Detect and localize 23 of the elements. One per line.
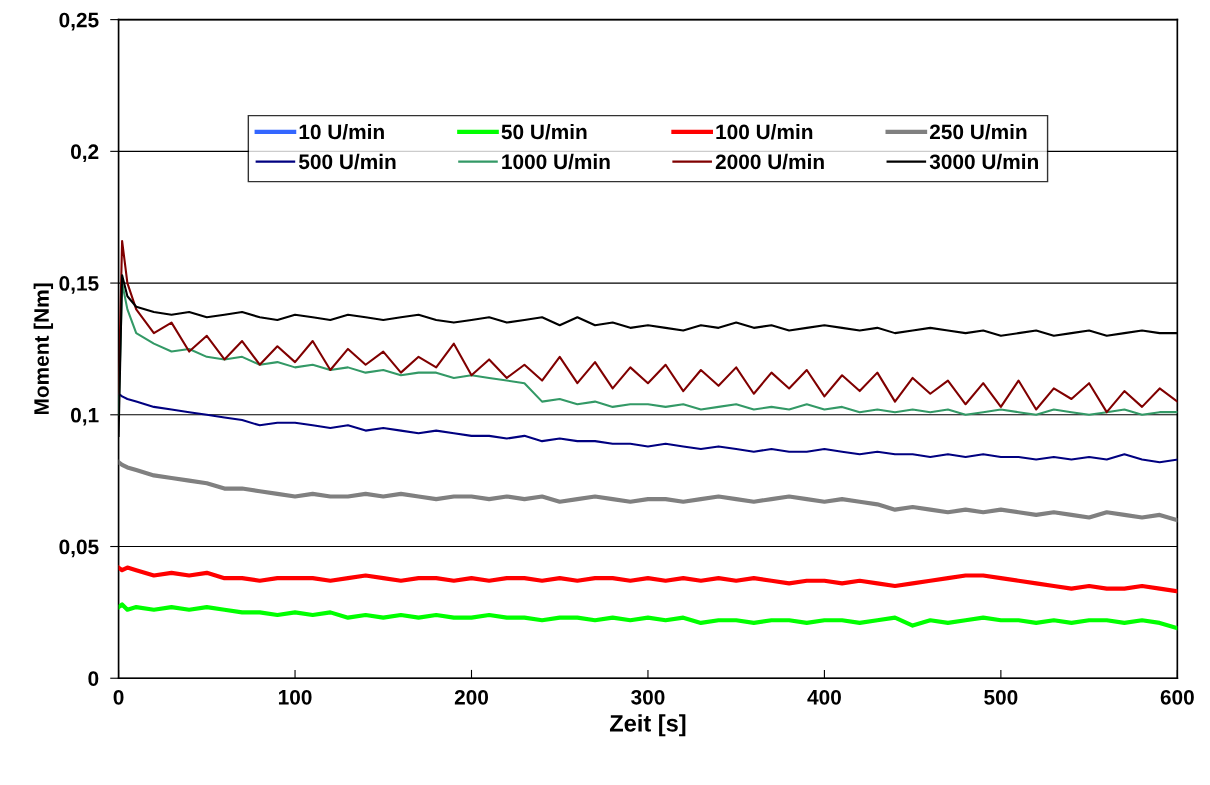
y-tick-label: 0	[88, 671, 99, 686]
x-tick-label: 200	[454, 689, 489, 705]
x-tick-label: 500	[984, 689, 1018, 705]
x-tick-label: 0	[113, 689, 124, 705]
legend-label: 250 U/min	[929, 123, 1027, 140]
x-axis-title: Zeit [s]	[609, 714, 686, 737]
x-tick-label: 100	[278, 689, 312, 705]
y-tick-label: 0,1	[71, 407, 99, 426]
y-axis-title: Moment [Nm]	[33, 283, 54, 415]
y-tick-label: 0,25	[59, 12, 99, 31]
legend-label: 3000 U/min	[929, 153, 1038, 170]
x-tick-label: 400	[807, 689, 841, 705]
legend-label: 2000 U/min	[715, 153, 824, 170]
legend-label: 500 U/min	[298, 153, 396, 170]
legend-label: 10 U/min	[299, 123, 384, 140]
legend-label: 100 U/min	[716, 123, 813, 140]
y-tick-label: 0,2	[71, 144, 99, 163]
x-tick-label: 300	[631, 689, 665, 705]
legend-label: 50 U/min	[501, 123, 587, 140]
legend-label: 1000 U/min	[502, 153, 610, 170]
x-tick-label: 600	[1160, 689, 1194, 705]
y-tick-label: 0,15	[59, 276, 99, 294]
y-tick-label: 0,05	[59, 539, 99, 558]
